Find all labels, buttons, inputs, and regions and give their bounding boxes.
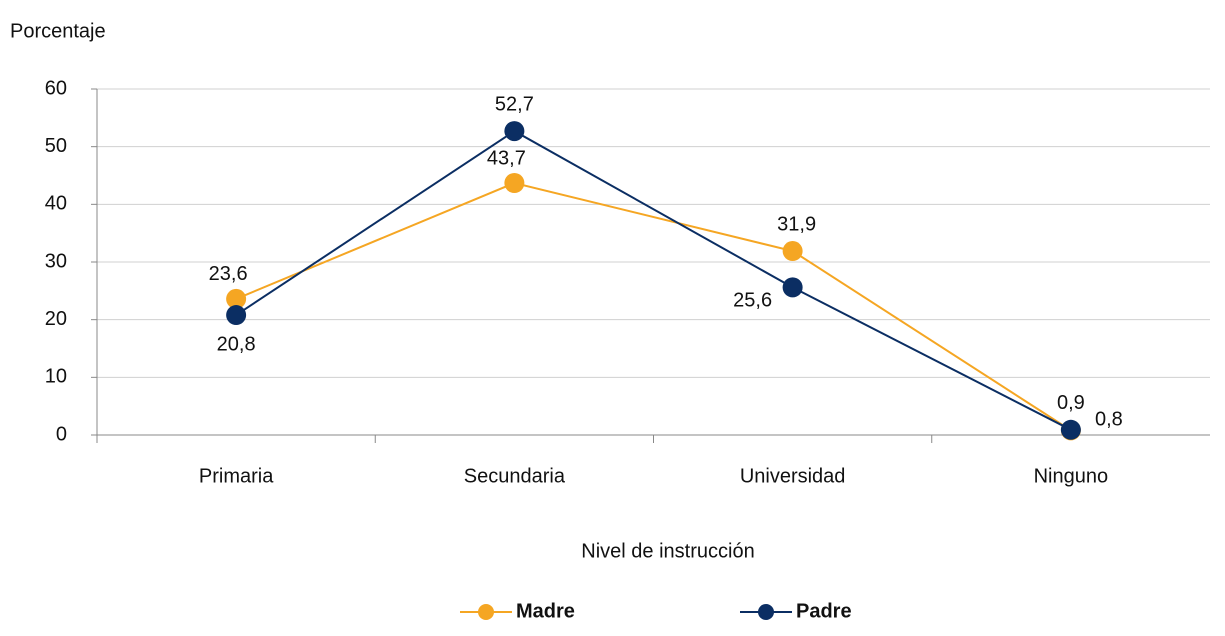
x-tick-label: Universidad [740, 465, 846, 487]
y-tick-label: 40 [45, 193, 67, 215]
y-tick-label: 0 [56, 423, 67, 445]
series-line [235, 129, 1072, 431]
data-point [226, 305, 247, 326]
data-point [782, 241, 803, 262]
x-tick-label: Secundaria [464, 465, 566, 487]
data-point [1060, 419, 1081, 440]
legend-marker [478, 604, 494, 620]
series-line [235, 181, 1072, 432]
legend-marker [758, 604, 774, 620]
x-tick-label: Primaria [199, 465, 274, 487]
y-tick-label: 20 [45, 308, 67, 330]
data-point [504, 172, 525, 193]
y-tick-label: 30 [45, 250, 67, 272]
data-label: 23,6 [209, 263, 248, 285]
y-tick-label: 10 [45, 366, 67, 388]
data-label: 25,6 [733, 290, 772, 312]
data-point [504, 121, 525, 142]
data-label: 20,8 [217, 333, 256, 355]
x-axis-label: Nivel de instrucción [581, 540, 754, 562]
data-point [782, 277, 803, 298]
data-label: 52,7 [495, 93, 534, 115]
legend-text: Madre [516, 600, 575, 622]
y-axis-label: Porcentaje [10, 20, 106, 42]
data-label: 31,9 [777, 213, 816, 235]
y-tick-label: 50 [45, 135, 67, 157]
data-label: 0,9 [1057, 392, 1085, 414]
data-point [226, 288, 247, 309]
data-label: 43,7 [487, 147, 526, 169]
y-tick-label: 60 [45, 77, 67, 99]
x-tick-label: Ninguno [1034, 465, 1109, 487]
legend-text: Padre [796, 600, 852, 622]
data-label: 0,8 [1095, 409, 1123, 431]
